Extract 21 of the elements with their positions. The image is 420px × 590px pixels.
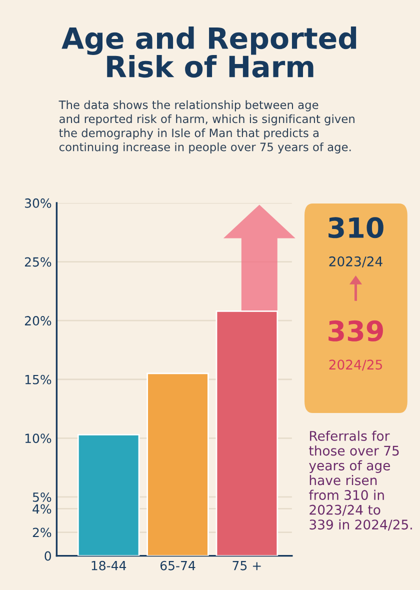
chart-title: Age and Reported Risk of Harm <box>62 26 356 78</box>
y-tick-label: 4% <box>32 504 52 514</box>
text: Referrals for those over 75 years of age have risen from 310 in 2023/24 to 339 in 2024/25. <box>309 430 412 531</box>
y-tick-label: 5% <box>32 492 52 502</box>
x-tick-label: 18-44 <box>92 560 126 570</box>
y-tick-label: 15% <box>25 374 52 384</box>
y-tick-label: 10% <box>25 434 52 444</box>
y-tick-label: 25% <box>24 257 52 267</box>
y-tick-label: 0 <box>44 551 52 561</box>
chart-subtitle: The data shows the relationship between age and reported risk of harm, which is significant given the demography in Isle of Man that predicts a continuing increase in people over 75 years of age. <box>58 100 354 154</box>
y-tick-label: 30% <box>25 198 52 208</box>
y-tick-label: 2% <box>32 528 52 538</box>
text: 2024/25 <box>329 360 382 371</box>
bar <box>146 372 209 556</box>
text: 2023/24 <box>329 256 382 268</box>
y-tick-label: 20% <box>24 316 52 326</box>
text: 310 <box>328 217 384 238</box>
x-tick-label: 65-74 <box>160 560 196 570</box>
bar <box>77 434 140 556</box>
x-tick-label: 75 + <box>232 561 261 570</box>
text: 339 <box>328 320 383 342</box>
